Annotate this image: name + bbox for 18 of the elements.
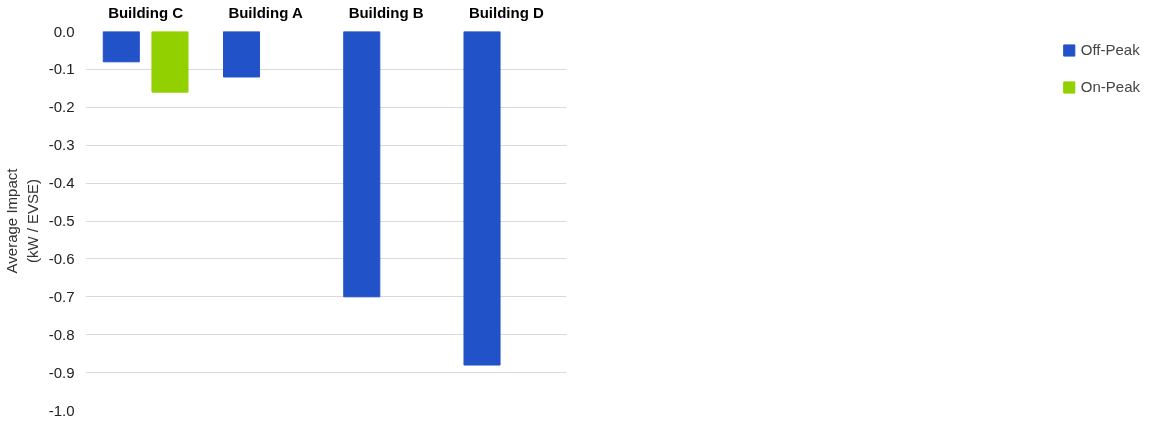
legend-label: Off-Peak — [1080, 41, 1140, 58]
y-tick-label: -0.5 — [48, 212, 75, 229]
y-tick-label: -0.1 — [48, 60, 75, 78]
y-tick-label: 0.0 — [53, 22, 75, 40]
y-tick-label: -0.3 — [48, 136, 75, 154]
y-tick-label: -0.2 — [48, 98, 75, 116]
y-tick-label: -1.0 — [48, 401, 75, 419]
y-axis-title: Average Impact (kW / EVSE) — [3, 167, 41, 274]
x-tick-label: Building A — [228, 3, 303, 21]
x-tick-label: Building D — [468, 3, 545, 21]
legend-label: On-Peak — [1080, 78, 1140, 95]
x-tick-label: Building B — [348, 3, 424, 21]
y-tick-label: -0.4 — [48, 174, 75, 192]
y-tick-label: -0.7 — [48, 287, 75, 305]
y-tick-label: -0.8 — [48, 325, 75, 343]
x-tick-label: Building C — [108, 3, 184, 21]
y-tick-label: -0.9 — [48, 363, 75, 381]
y-tick-label: -0.6 — [48, 249, 75, 267]
